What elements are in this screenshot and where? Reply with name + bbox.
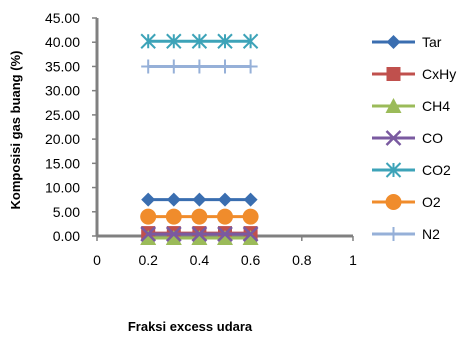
- data-point-tar: [192, 192, 207, 207]
- data-point-tar: [243, 192, 258, 207]
- legend-label-ch4: CH4: [422, 98, 450, 114]
- legend-label-tar: Tar: [422, 34, 442, 50]
- series-o2: [140, 208, 259, 225]
- legend-marker-co: [385, 130, 402, 146]
- legend-item-co2: CO2: [372, 162, 451, 178]
- data-point-o2: [140, 208, 157, 225]
- legend-marker-co2: [385, 162, 402, 178]
- y-tick-label: 45.00: [45, 10, 80, 26]
- x-tick-label: 0.8: [292, 252, 312, 268]
- data-point-co: [242, 226, 259, 242]
- legend-marker-n2: [386, 227, 401, 241]
- data-point-ch4: [140, 229, 157, 245]
- data-point-co2: [217, 33, 233, 49]
- data-point-co2: [166, 33, 182, 49]
- legend-marker-cxhy: [386, 67, 401, 81]
- y-tick-label: 0.00: [53, 228, 80, 244]
- data-point-ch4: [191, 229, 208, 245]
- series-ch4: [140, 229, 259, 245]
- legend-label-co2: CO2: [422, 162, 451, 178]
- x-axis-title: Fraksi excess udara: [128, 319, 253, 334]
- x-tick-label: 0.2: [138, 252, 158, 268]
- legend-label-o2: O2: [422, 194, 441, 210]
- y-tick-label: 5.00: [53, 204, 80, 220]
- data-point-co2: [191, 33, 208, 49]
- data-point-n2: [218, 59, 232, 74]
- data-point-n2: [243, 59, 258, 74]
- data-point-tar: [218, 192, 232, 207]
- data-point-n2: [166, 59, 181, 74]
- legend-item-o2: O2: [372, 194, 441, 210]
- series-n2: [141, 59, 258, 74]
- y-axis-title: Komposisi gas buang (%): [8, 51, 23, 210]
- data-point-o2: [191, 208, 208, 225]
- y-tick-label: 35.00: [45, 58, 80, 74]
- data-point-co: [217, 226, 233, 242]
- data-point-n2: [192, 59, 207, 74]
- legend-item-cxhy: CxHy: [372, 66, 456, 82]
- legend-marker-tar: [386, 35, 401, 49]
- series-tar: [141, 192, 258, 207]
- data-point-co2: [140, 33, 156, 49]
- data-point-ch4: [242, 229, 259, 245]
- legend-item-ch4: CH4: [372, 98, 450, 114]
- plot-area: 0.00 5.00 10.00 15.00 20.00 25.00 30.00 35.00 40…: [45, 10, 357, 268]
- data-point-co: [165, 226, 182, 242]
- y-tick-label: 25.00: [45, 107, 80, 123]
- data-point-co2: [242, 33, 259, 49]
- data-point-ch4: [165, 229, 182, 245]
- y-tick-label: 20.00: [45, 131, 80, 147]
- data-point-co: [191, 226, 208, 242]
- legend-item-n2: N2: [372, 226, 440, 242]
- series-co2: [140, 33, 259, 49]
- y-tick-label: 40.00: [45, 34, 80, 50]
- data-point-n2: [141, 59, 156, 74]
- y-tick-label: 10.00: [45, 180, 80, 196]
- x-tick-label: 0.6: [241, 252, 261, 268]
- legend-label-co: CO: [422, 130, 443, 146]
- y-tick-label: 30.00: [45, 83, 80, 99]
- data-point-tar: [166, 192, 181, 207]
- data-point-o2: [242, 208, 259, 225]
- legend-marker-ch4: [385, 98, 402, 113]
- legend-label-n2: N2: [422, 226, 440, 242]
- data-point-ch4: [217, 229, 233, 245]
- x-tick-label: 0: [93, 252, 101, 268]
- data-point-o2: [165, 208, 182, 225]
- legend-item-co: CO: [372, 130, 443, 146]
- legend-label-cxhy: CxHy: [422, 66, 456, 82]
- data-point-tar: [141, 192, 156, 207]
- y-tick-label: 15.00: [45, 155, 80, 171]
- x-tick-label: 1: [349, 252, 357, 268]
- legend: Tar CxHy CH4 CO CO2 O2 N2: [372, 34, 456, 242]
- x-tick-label: 0.4: [190, 252, 210, 268]
- data-point-o2: [217, 208, 233, 225]
- data-point-co: [140, 226, 157, 242]
- legend-item-tar: Tar: [372, 34, 442, 50]
- legend-marker-o2: [385, 194, 402, 210]
- series-co: [140, 226, 259, 242]
